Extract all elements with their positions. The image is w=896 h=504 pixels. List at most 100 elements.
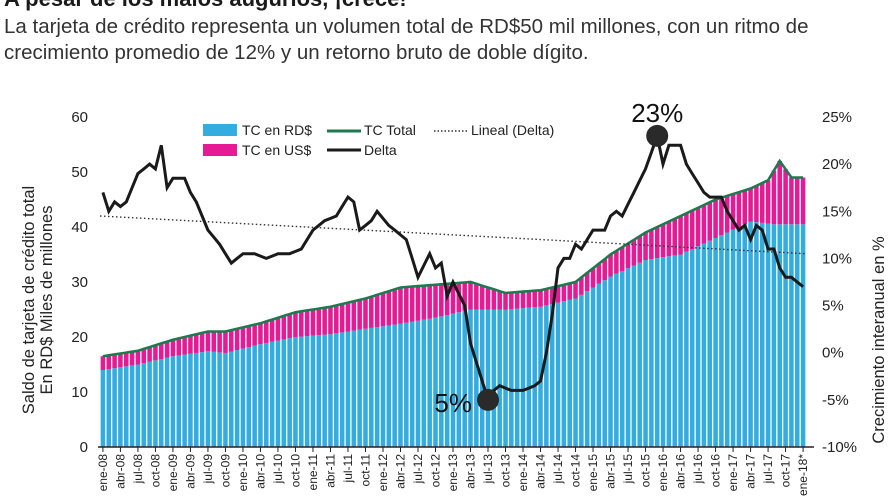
bar-tc-rd	[427, 318, 432, 447]
x-tick-label: ene-13	[446, 454, 460, 492]
bar-tc-us	[299, 311, 304, 337]
bar-tc-rd	[532, 307, 537, 447]
x-tick-label: jul-14	[551, 454, 565, 485]
bar-tc-rd	[299, 336, 304, 447]
bar-tc-rd	[491, 309, 497, 447]
bar-tc-rd	[573, 298, 578, 447]
bar-tc-us	[544, 288, 549, 306]
bar-tc-us	[748, 188, 753, 222]
bar-tc-us	[234, 328, 240, 351]
y-left-tick-label: 60	[71, 109, 88, 126]
bar-tc-rd	[695, 246, 701, 447]
bar-tc-rd	[112, 368, 117, 447]
bar-tc-rd	[654, 258, 660, 447]
bar-tc-rd	[316, 335, 322, 447]
bar-tc-rd	[771, 224, 777, 447]
bar-tc-rd	[730, 229, 736, 447]
bar-tc-us	[147, 347, 152, 362]
x-tick-label: jul-10	[271, 454, 285, 485]
x-tick-label: oct-17	[779, 454, 793, 488]
x-tick-label: oct-15	[639, 454, 653, 488]
legend-label-total: TC Total	[364, 122, 416, 138]
delta-line	[101, 130, 805, 404]
bar-tc-us	[188, 335, 193, 354]
x-tick-label: ene-15	[586, 454, 600, 492]
bar-tc-rd	[129, 365, 135, 447]
x-tick-label: jul-15	[621, 454, 635, 485]
x-tick-label: ene-18*	[796, 454, 810, 496]
legend: TC en RD$ TC en US$ TC Total Lineal (Del…	[203, 122, 554, 158]
bar-tc-us	[789, 177, 794, 225]
bar-tc-rd	[666, 256, 672, 447]
bar-tc-us	[491, 289, 497, 310]
bar-tc-rd	[193, 352, 199, 447]
subtitle: La tarjeta de crédito representa un volu…	[4, 15, 809, 64]
bar-tc-rd	[608, 276, 613, 447]
legend-label-lineal: Lineal (Delta)	[471, 122, 554, 138]
bar-tc-us	[684, 213, 689, 252]
annotation-label-peak: 23%	[631, 98, 683, 128]
bar-tc-us	[701, 205, 707, 244]
bar-tc-rd	[561, 301, 567, 447]
bar-tc-us	[771, 170, 777, 225]
bar-tc-us	[707, 202, 713, 241]
bar-tc-us	[112, 354, 117, 369]
bar-tc-us	[264, 321, 269, 343]
bar-tc-us	[316, 308, 322, 336]
x-tick-label: oct-08	[148, 454, 162, 488]
bar-tc-rd	[386, 325, 392, 447]
x-tick-label: oct-13	[499, 454, 513, 488]
bar-tc-rd	[497, 309, 502, 447]
bar-tc-rd	[439, 316, 444, 447]
bar-tc-us	[689, 210, 695, 249]
bar-tc-rd	[351, 330, 357, 447]
x-tick-label: abr-10	[254, 454, 268, 489]
y-right-tick-label: -5%	[822, 392, 849, 409]
bar-tc-rd	[689, 249, 695, 447]
bar-tc-rd	[456, 312, 462, 447]
x-tick-label: oct-09	[218, 454, 232, 488]
bar-tc-us	[579, 277, 584, 295]
bar-tc-us	[252, 324, 257, 346]
bar-tc-us	[392, 289, 397, 325]
bar-tc-rd	[322, 334, 327, 447]
bar-tc-us	[619, 247, 625, 271]
bar-tc-rd	[392, 324, 397, 447]
x-tick-label: oct-10	[289, 454, 303, 488]
bar-tc-us	[777, 161, 783, 225]
bar-tc-us	[584, 272, 590, 292]
bar-tc-rd	[707, 240, 713, 447]
y-left-tick-label: 10	[71, 384, 88, 401]
lineal-delta-trendline	[99, 215, 807, 255]
bar-tc-us	[205, 331, 211, 352]
y-right-tick-label: 15%	[822, 203, 852, 220]
bar-tc-us	[509, 292, 514, 310]
y-left-label-line2: En RD$ Miles de millones	[38, 206, 56, 395]
bar-tc-us	[287, 314, 292, 339]
y-right-tick-label: 10%	[822, 250, 852, 267]
y-left-tick-label: 0	[80, 439, 88, 456]
legend-label-us: TC en US$	[242, 142, 311, 158]
bar-tc-rd	[176, 355, 182, 447]
bar-tc-us	[520, 291, 526, 309]
bar-tc-rd	[544, 305, 549, 447]
bar-series	[100, 161, 806, 447]
bar-tc-rd	[579, 294, 584, 447]
bar-tc-us	[129, 351, 135, 366]
bar-tc-rd	[555, 302, 561, 447]
y-left-label-line1: Saldo de tarjeta de crédito total	[20, 186, 38, 414]
bar-tc-rd	[520, 308, 526, 447]
bar-tc-us	[229, 330, 234, 352]
bar-tc-us	[182, 337, 187, 355]
y-left-tick-label: 20	[71, 329, 88, 346]
bar-tc-rd	[281, 339, 287, 447]
bar-tc-rd	[369, 327, 374, 447]
bar-tc-rd	[567, 299, 572, 447]
bar-tc-us	[304, 310, 310, 337]
bar-tc-rd	[754, 222, 759, 447]
legend-label-delta: Delta	[364, 142, 397, 158]
bar-tc-rd	[765, 223, 771, 447]
bar-tc-rd	[182, 354, 187, 447]
bar-tc-us	[614, 250, 619, 274]
